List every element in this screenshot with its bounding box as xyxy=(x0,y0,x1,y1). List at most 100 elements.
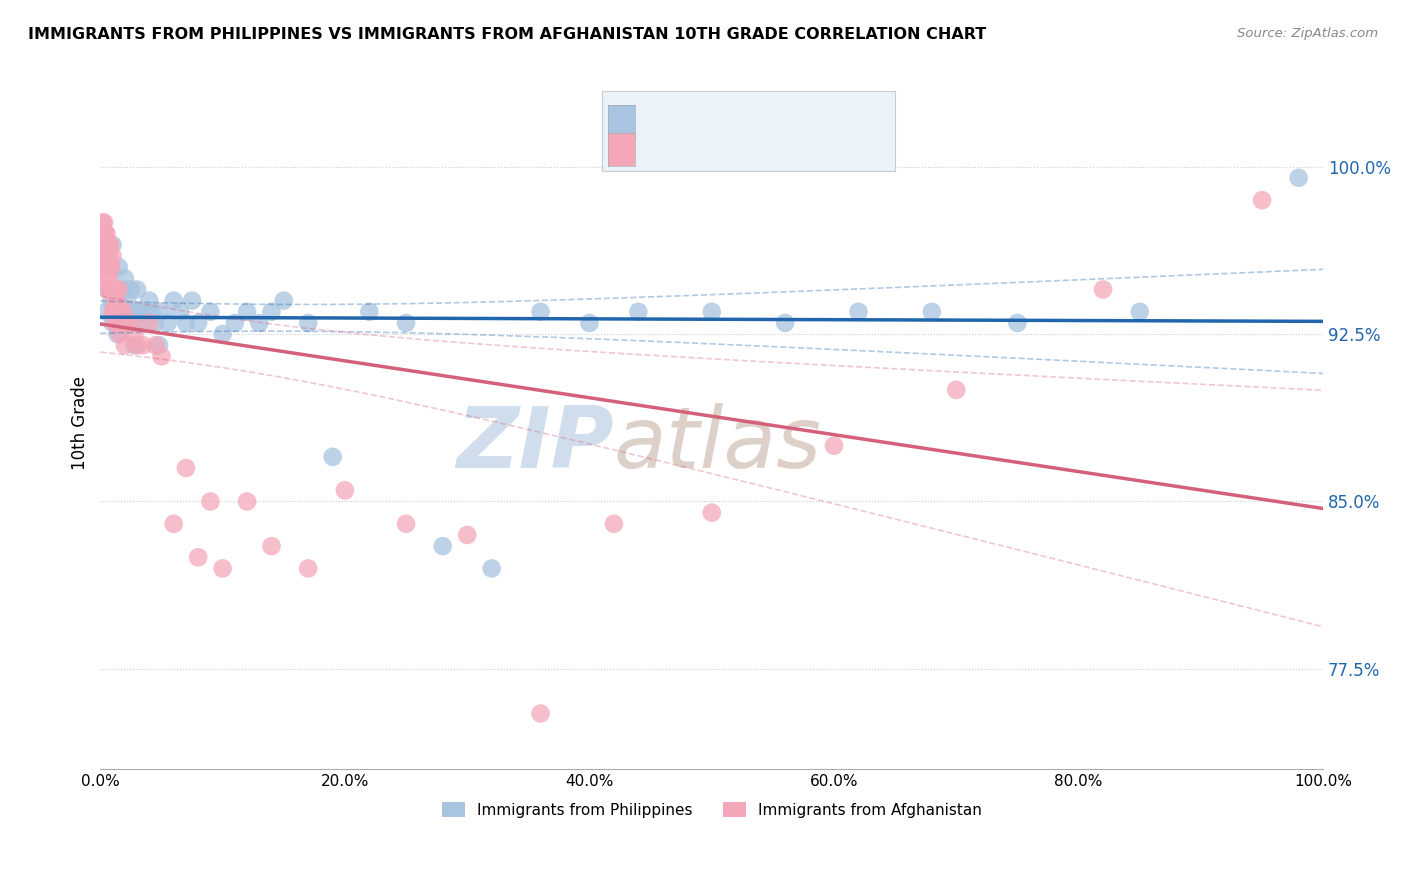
Point xyxy=(97,260,120,274)
Point xyxy=(101,305,124,319)
Point xyxy=(148,338,170,352)
Point xyxy=(141,305,163,319)
Point xyxy=(260,305,283,319)
Point xyxy=(101,249,124,263)
Point xyxy=(135,305,157,319)
Point xyxy=(529,305,551,319)
Point xyxy=(104,316,127,330)
Point xyxy=(1288,170,1310,185)
Point xyxy=(359,305,381,319)
Point xyxy=(104,293,127,308)
Point xyxy=(297,316,319,330)
Point xyxy=(122,305,145,319)
Point xyxy=(100,293,122,308)
Text: Source: ZipAtlas.com: Source: ZipAtlas.com xyxy=(1237,27,1378,40)
Point xyxy=(236,305,259,319)
Point xyxy=(700,305,723,319)
Point xyxy=(1092,283,1115,297)
Point xyxy=(848,305,870,319)
Point xyxy=(107,316,129,330)
Point xyxy=(128,305,150,319)
Text: atlas: atlas xyxy=(614,402,823,485)
Point xyxy=(94,237,117,252)
Point xyxy=(211,327,233,342)
Point xyxy=(96,227,118,241)
Point xyxy=(481,561,503,575)
Point xyxy=(120,316,142,330)
Point xyxy=(96,305,118,319)
Point xyxy=(117,316,139,330)
Point xyxy=(93,249,115,263)
Point xyxy=(110,305,132,319)
Point xyxy=(823,439,845,453)
Point xyxy=(200,494,222,508)
Point xyxy=(105,305,128,319)
Point xyxy=(115,305,138,319)
Point xyxy=(103,305,125,319)
Point xyxy=(236,494,259,508)
Point xyxy=(124,338,146,352)
Point xyxy=(181,293,204,308)
Point xyxy=(260,539,283,553)
Point xyxy=(112,316,135,330)
Point xyxy=(773,316,796,330)
Point xyxy=(578,316,600,330)
Point xyxy=(111,283,134,297)
Point xyxy=(96,237,118,252)
Point xyxy=(1007,316,1029,330)
Point xyxy=(1129,305,1152,319)
Point xyxy=(114,338,136,352)
Point xyxy=(97,283,120,297)
Point xyxy=(273,293,295,308)
Point xyxy=(145,338,167,352)
Point xyxy=(97,283,120,297)
Point xyxy=(107,305,129,319)
Text: IMMIGRANTS FROM PHILIPPINES VS IMMIGRANTS FROM AFGHANISTAN 10TH GRADE CORRELATIO: IMMIGRANTS FROM PHILIPPINES VS IMMIGRANT… xyxy=(28,27,987,42)
Point xyxy=(125,316,148,330)
Point xyxy=(103,283,125,297)
Point xyxy=(603,516,626,531)
Point xyxy=(98,283,121,297)
Point xyxy=(91,215,114,229)
Point xyxy=(132,316,155,330)
Point xyxy=(150,305,173,319)
Point xyxy=(100,283,122,297)
Point xyxy=(138,316,160,330)
Point xyxy=(125,338,148,352)
Point xyxy=(104,283,127,297)
Point xyxy=(200,305,222,319)
Point xyxy=(150,350,173,364)
Point xyxy=(97,249,120,263)
Point xyxy=(120,316,142,330)
Text: R = 0.168   N = 68: R = 0.168 N = 68 xyxy=(641,140,797,159)
Point xyxy=(107,260,129,274)
Legend: Immigrants from Philippines, Immigrants from Afghanistan: Immigrants from Philippines, Immigrants … xyxy=(436,796,988,824)
Point xyxy=(395,316,418,330)
Point xyxy=(627,305,650,319)
Point xyxy=(98,260,121,274)
Point xyxy=(132,338,155,352)
Point xyxy=(169,305,191,319)
Point xyxy=(120,283,142,297)
Point xyxy=(101,283,124,297)
Point xyxy=(247,316,270,330)
Point xyxy=(101,316,124,330)
Text: R = 0.228   N = 63: R = 0.228 N = 63 xyxy=(641,112,799,131)
Point xyxy=(97,249,120,263)
Point xyxy=(105,293,128,308)
Point xyxy=(101,237,124,252)
Point xyxy=(108,327,131,342)
Point xyxy=(163,293,186,308)
Point xyxy=(224,316,246,330)
Point xyxy=(114,271,136,285)
Point xyxy=(395,516,418,531)
Point xyxy=(529,706,551,721)
Point xyxy=(456,528,478,542)
Point xyxy=(125,283,148,297)
Point xyxy=(163,516,186,531)
Point xyxy=(107,283,129,297)
Point xyxy=(111,316,134,330)
Y-axis label: 10th Grade: 10th Grade xyxy=(72,376,89,470)
Point xyxy=(297,561,319,575)
Point xyxy=(100,260,122,274)
